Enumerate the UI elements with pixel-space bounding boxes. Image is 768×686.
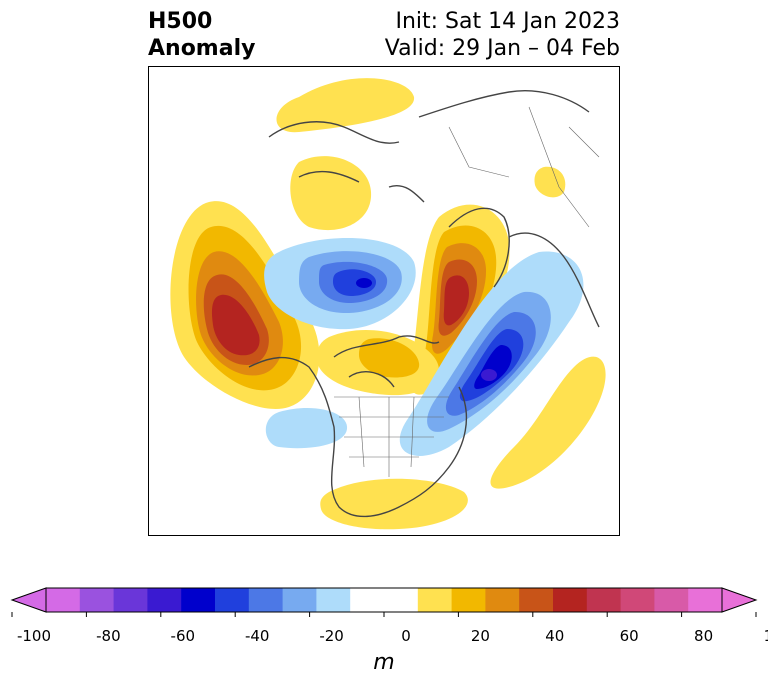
anomaly-trough-arctic xyxy=(264,238,416,330)
colorbar-tick-label: -40 xyxy=(245,627,270,645)
colorbar-swatch xyxy=(451,588,486,612)
colorbar-swatch xyxy=(316,588,351,612)
map-canvas xyxy=(170,78,606,530)
colorbar-swatch xyxy=(586,588,622,612)
colorbar-swatch xyxy=(654,588,689,612)
borders xyxy=(334,106,600,477)
colorbar-tick-label: -80 xyxy=(96,627,121,645)
colorbar-tick-label: 0 xyxy=(401,627,411,645)
anomaly-ridge-greenland xyxy=(409,204,510,395)
colorbar-swatch xyxy=(350,588,385,612)
coastlines xyxy=(248,90,600,518)
map-dates: Init: Sat 14 Jan 2023 Valid: 29 Jan – 04… xyxy=(385,8,620,62)
colorbar-low-extend xyxy=(10,587,47,613)
colorbar-swatch xyxy=(282,588,317,612)
anomaly-ridge-arctic xyxy=(276,78,415,133)
valid-range: Valid: 29 Jan – 04 Feb xyxy=(384,36,620,61)
colorbar-swatch xyxy=(248,588,284,612)
init-date: Init: Sat 14 Jan 2023 xyxy=(395,9,620,34)
colorbar-tick-label: -20 xyxy=(319,627,344,645)
anomaly-ridge-gulf xyxy=(320,478,468,530)
colorbar-tick-label: 40 xyxy=(545,627,564,645)
anomaly-trough-west-us xyxy=(265,408,348,449)
colorbar-swatch xyxy=(147,588,182,612)
title-field: Anomaly xyxy=(148,36,256,61)
colorbar-tick-label: 60 xyxy=(620,627,639,645)
colorbar-tick-label: -100 xyxy=(17,627,51,645)
anomaly-ridge-northeast-pacific xyxy=(170,201,320,409)
colorbar-swatch xyxy=(181,588,216,612)
colorbar-swatch xyxy=(46,588,81,612)
title-variable: H500 xyxy=(148,9,213,34)
anomaly-ridge-atlantic xyxy=(490,166,606,489)
colorbar-tick-label: 100 xyxy=(764,627,768,645)
colorbar-swatch xyxy=(113,588,148,612)
anomaly-ridge-siberia xyxy=(290,156,372,231)
map-title: H500 Anomaly xyxy=(148,8,255,62)
colorbar: -100 -80 -60 -40 -20 0 20 40 60 80 100 m xyxy=(0,580,768,680)
anomaly-map xyxy=(148,66,620,536)
anomaly-ridge-hudson xyxy=(316,329,439,396)
colorbar-swatch xyxy=(553,588,588,612)
colorbar-swatch xyxy=(384,588,419,612)
colorbar-unit: m xyxy=(373,650,394,675)
colorbar-swatch xyxy=(620,588,655,612)
colorbar-tick-label: -60 xyxy=(171,627,196,645)
colorbar-svg: -100 -80 -60 -40 -20 0 20 40 60 80 100 m xyxy=(10,587,768,675)
colorbar-swatch xyxy=(519,588,554,612)
colorbar-tick-label: 80 xyxy=(694,627,713,645)
colorbar-tick-label: 20 xyxy=(471,627,490,645)
colorbar-swatch xyxy=(417,588,453,612)
colorbar-swatch xyxy=(688,588,723,612)
colorbar-swatch xyxy=(485,588,520,612)
colorbar-swatch xyxy=(215,588,250,612)
colorbar-high-extend xyxy=(721,587,758,613)
colorbar-swatch xyxy=(79,588,115,612)
anomaly-trough-north-atlantic xyxy=(399,251,584,456)
